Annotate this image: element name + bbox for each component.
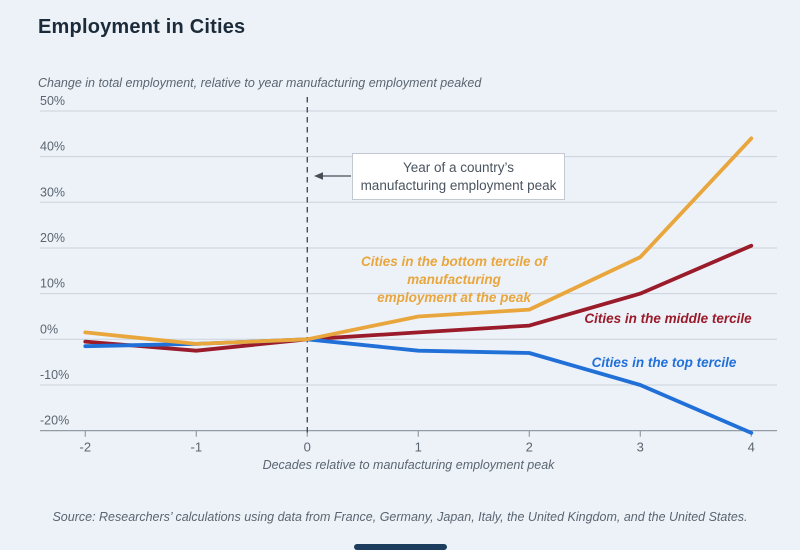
x-tick-label-1: 1 [415, 440, 422, 455]
series-line-bottom [83, 136, 754, 346]
footer-bar [354, 544, 447, 550]
y-tick-label-10: 10% [40, 277, 65, 291]
y-tick-label-0: 0% [40, 322, 58, 336]
series-line-middle [83, 243, 754, 353]
y-axis-description: Change in total employment, relative to … [38, 76, 482, 90]
label-top-tercile: Cities in the top tercile [591, 355, 737, 370]
y-tick-label-20: 20% [40, 231, 65, 245]
annotation-line-1: Year of a country’s [402, 159, 515, 175]
x-axis-title: Decades relative to manufacturing employ… [262, 458, 555, 472]
x-tick-label-0: 0 [304, 440, 311, 455]
label-bottom-tercile: Cities in the bottom tercile of manufact… [318, 253, 590, 307]
x-tick-label-3: 3 [637, 440, 644, 455]
x-tick-label--2: -2 [80, 440, 92, 455]
x-tick-label-4: 4 [748, 440, 755, 455]
x-tick-label--1: -1 [191, 440, 203, 455]
label-bottom-tercile-line-1: Cities in the bottom tercile of manufact… [360, 254, 547, 287]
source-note: Source: Researchers’ calculations using … [52, 510, 748, 524]
label-bottom-tercile-line-2: employment at the peak [377, 290, 531, 305]
label-middle-tercile: Cities in the middle tercile [584, 311, 752, 326]
y-tick-label-50: 50% [40, 94, 65, 108]
x-tick-label-2: 2 [526, 440, 533, 455]
y-tick-label-30: 30% [40, 185, 65, 199]
y-tick-label--20: -20% [40, 414, 69, 428]
annotation-arrow-head-icon [314, 172, 323, 180]
annotation-line-2: manufacturing employment peak [360, 177, 557, 193]
peak-annotation-box: Year of a country’s manufacturing employ… [352, 153, 565, 200]
page-title: Employment in Cities [38, 16, 246, 38]
y-tick-label--10: -10% [40, 368, 69, 382]
y-tick-label-40: 40% [40, 140, 65, 154]
